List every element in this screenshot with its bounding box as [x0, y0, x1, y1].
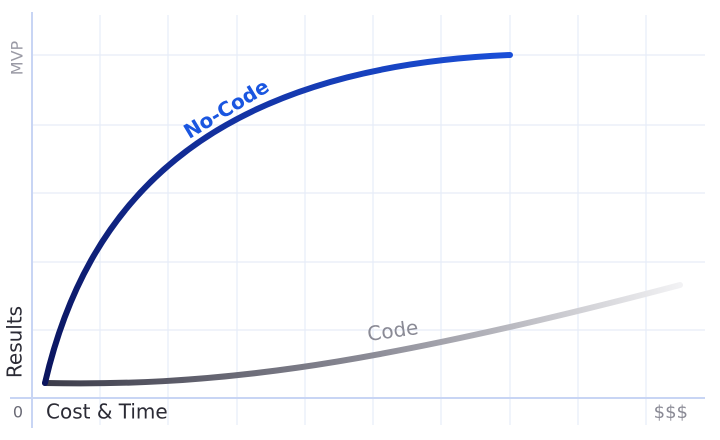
x-axis-label: Cost & Time: [46, 400, 168, 424]
y-top-label: MVP: [8, 40, 27, 75]
code-label: Code: [366, 315, 420, 346]
y-axis-label: Results: [3, 306, 27, 378]
grid: [32, 15, 705, 425]
x-end-label: $$$: [654, 402, 688, 423]
origin-label: 0: [13, 403, 23, 422]
code-curve: [42, 282, 683, 387]
no-code-curve: [42, 52, 513, 386]
